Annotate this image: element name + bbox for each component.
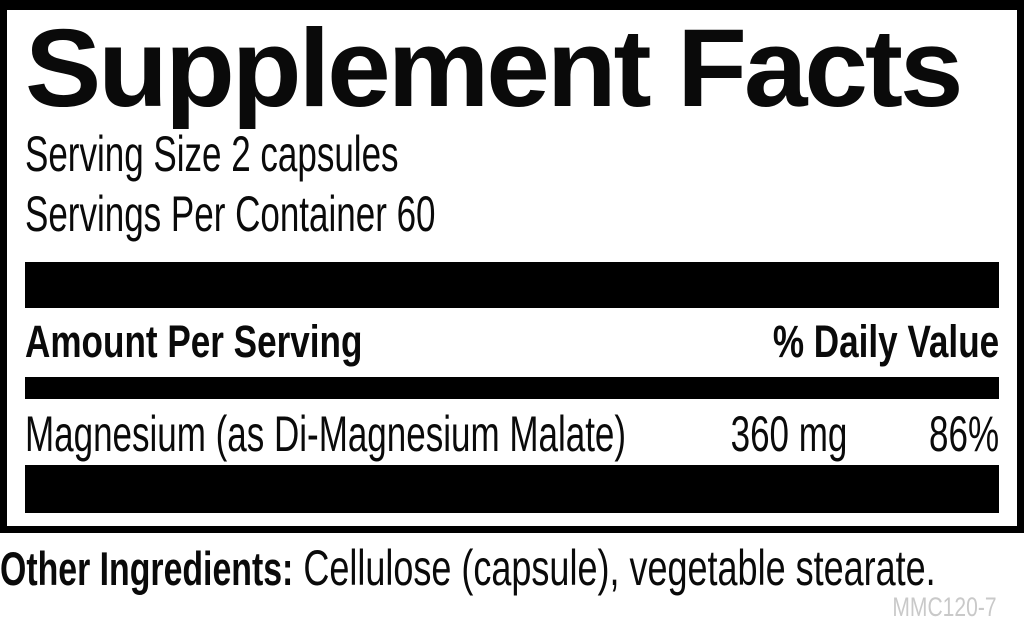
amount-per-serving-header: Amount Per Serving [25, 316, 363, 367]
daily-value-header: % Daily Value [772, 316, 999, 367]
divider-bar-thin [25, 376, 999, 399]
divider-bar-thick-top [25, 262, 999, 308]
other-ingredients-value: Cellulose (capsule), vegetable stearate. [303, 540, 936, 596]
supplement-facts-panel: Supplement Facts Serving Size 2 capsules… [0, 0, 1024, 533]
table-header-row: Amount Per Serving % Daily Value [25, 308, 999, 377]
nutrient-daily-value: 86% [928, 405, 999, 462]
panel-title-text: Supplement Facts [25, 7, 964, 130]
other-ingredients-wrap: Other Ingredients: Cellulose (capsule), … [0, 541, 936, 596]
product-code: MMC120-7 [892, 592, 997, 622]
serving-size-line: Serving Size 2 capsules [25, 124, 999, 184]
nutrient-name-cell: Magnesium (as Di-Magnesium Malate) [25, 405, 884, 462]
servings-per-container-text: Servings Per Container 60 [25, 186, 436, 242]
table-row: Magnesium (as Di-Magnesium Malate) 360 m… [25, 399, 999, 465]
other-ingredients-line: Other Ingredients: Cellulose (capsule), … [0, 541, 1024, 596]
product-code-line: MMC120-7 [863, 594, 997, 621]
nutrient-amount: 360 mg [730, 405, 848, 462]
serving-size-text: Serving Size 2 capsules [25, 126, 399, 182]
divider-bar-thick-bottom [25, 464, 999, 513]
panel-title: Supplement Facts [25, 14, 999, 124]
nutrient-name: Magnesium (as Di-Magnesium Malate) [25, 405, 627, 462]
servings-per-container-line: Servings Per Container 60 [25, 184, 999, 244]
other-ingredients-label: Other Ingredients: [0, 542, 294, 595]
